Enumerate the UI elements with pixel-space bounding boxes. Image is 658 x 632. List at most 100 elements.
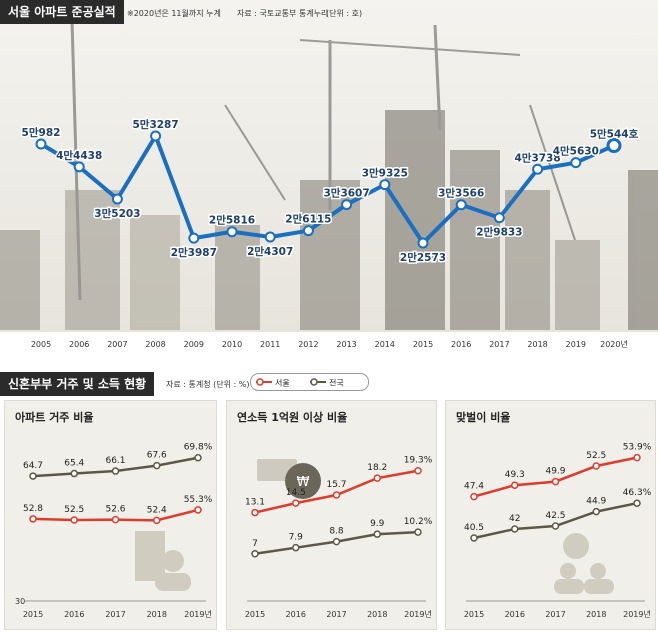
data-label: 40.5 <box>464 523 484 533</box>
panel-high-income: 연소득 1억원 이상 비율 ₩ 2015 2016 2017 2018 2019년 13.… <box>226 400 437 630</box>
data-point <box>264 231 276 243</box>
x-tick-label: 2018 <box>147 610 167 619</box>
x-tick-label: 2014 <box>375 340 395 349</box>
data-point <box>332 537 341 546</box>
building-person-icon <box>135 531 191 591</box>
data-label: 8.8 <box>329 527 344 537</box>
legend-box <box>250 373 369 391</box>
x-tick-label: 2007 <box>107 340 127 349</box>
legend-seoul-marker <box>256 378 264 386</box>
x-tick-label: 2016 <box>505 610 525 619</box>
data-label: 2만4307 <box>247 245 293 258</box>
data-point <box>29 515 37 523</box>
data-point <box>633 453 641 462</box>
data-point <box>592 462 600 470</box>
data-label: 3만9325 <box>362 167 408 180</box>
data-label: 15.7 <box>326 480 346 490</box>
x-axis: 2005 2006 2007 2008 2009 2010 2011 2012 2013 2014… <box>0 332 658 360</box>
data-point <box>414 528 422 536</box>
data-label: 3만3566 <box>438 187 484 200</box>
data-point <box>70 469 78 478</box>
x-tick-label: 2017 <box>326 610 346 619</box>
data-point <box>532 163 544 175</box>
data-points <box>35 130 622 249</box>
x-tick-label: 2005 <box>31 340 51 349</box>
data-point <box>111 467 120 475</box>
data-label: 49.9 <box>545 467 565 477</box>
panel-chart-svg: ₩ 2015 2016 2017 2018 2019년 13.1 14.5 15.7 18.2 1… <box>245 456 433 619</box>
data-point <box>111 193 123 205</box>
x-axis-band <box>0 332 658 360</box>
data-point <box>606 138 622 154</box>
newlywed-section-header: 신혼부부 거주 및 소득 현황 자료 : 통계청 (단위 : %) 서울 전국 <box>0 370 658 396</box>
legend-national-marker <box>310 378 318 386</box>
x-tick-label: 2016 <box>451 340 471 349</box>
data-point <box>226 226 238 238</box>
section-source: 자료 : 통계청 (단위 : %) <box>166 380 250 389</box>
unit-note: (단위 : 호) <box>326 9 363 18</box>
data-label: 2만6115 <box>285 213 331 226</box>
data-point <box>251 550 259 558</box>
data-label: 67.6 <box>147 451 167 461</box>
data-label: 42 <box>509 514 520 524</box>
x-tick-label: 2019 <box>566 340 586 349</box>
x-tick-label: 2020년 <box>600 339 628 349</box>
data-label: 13.1 <box>245 498 265 508</box>
data-point <box>251 508 259 517</box>
data-point <box>493 212 505 224</box>
legend-seoul-label: 서울 <box>275 379 290 388</box>
data-point <box>70 516 78 524</box>
y-tick-label: 30 <box>15 597 25 606</box>
data-label: 69.8% <box>184 443 213 453</box>
data-point <box>470 534 478 542</box>
data-point <box>332 491 341 499</box>
x-tick-label: 2018 <box>586 610 606 619</box>
data-point <box>292 543 300 552</box>
data-point <box>73 161 85 173</box>
data-point <box>194 453 202 462</box>
data-label: 7 <box>252 539 258 549</box>
x-tick-label: 2015 <box>23 610 43 619</box>
construction-scene <box>0 19 658 330</box>
data-label: 14.5 <box>286 488 306 498</box>
data-point <box>455 199 467 211</box>
x-tick-label: 2015 <box>413 340 433 349</box>
data-point <box>633 499 641 507</box>
data-label: 9.9 <box>370 519 385 529</box>
data-point <box>551 477 560 486</box>
x-tick-label: 2018 <box>367 610 387 619</box>
data-label: 5만982 <box>22 126 61 139</box>
data-label: 55.3% <box>184 495 213 505</box>
data-label: 47.4 <box>464 482 484 492</box>
panel-chart-svg: 2015 2016 2017 2018 2019년 47.4 49.3 49.9 52.5 53.… <box>464 443 652 619</box>
data-label: 52.8 <box>23 504 43 514</box>
panel-title: 아파트 거주 비율 <box>15 411 94 424</box>
x-tick-label: 2006 <box>69 340 89 349</box>
data-point <box>551 522 560 530</box>
data-point <box>511 525 519 533</box>
data-point <box>153 461 161 470</box>
x-tick-label: 2010 <box>222 340 242 349</box>
series-line <box>39 133 615 246</box>
data-point <box>379 179 391 191</box>
panel-chart-svg: 30 2015 2016 2017 2018 2019년 64.7 65.4 66.1 67.6 6… <box>15 443 213 619</box>
data-label: 4만4438 <box>56 149 102 162</box>
footnote: ※2020년은 11월까지 누계 <box>127 9 221 18</box>
x-tick-label: 2017 <box>545 610 565 619</box>
x-tick-label: 2008 <box>145 340 165 349</box>
panel-title: 맞벌이 비율 <box>456 411 511 424</box>
data-label: 52.6 <box>105 505 125 515</box>
data-label: 65.4 <box>64 459 84 469</box>
data-label: 19.3% <box>404 456 433 466</box>
data-label: 3만5203 <box>94 207 140 220</box>
data-point <box>417 237 429 249</box>
data-label: 4만5630 <box>553 145 599 158</box>
data-point <box>29 472 37 480</box>
housing-completion-chart: 2005 2006 2007 2008 2009 2010 2011 2012 2013 2014… <box>0 0 658 360</box>
x-tick-label: 2016 <box>64 610 84 619</box>
couple-icon <box>554 533 614 594</box>
series-line-seoul <box>473 456 638 498</box>
data-label: 10.2% <box>404 517 433 527</box>
data-label: 52.5 <box>64 505 84 515</box>
data-point <box>570 157 582 169</box>
